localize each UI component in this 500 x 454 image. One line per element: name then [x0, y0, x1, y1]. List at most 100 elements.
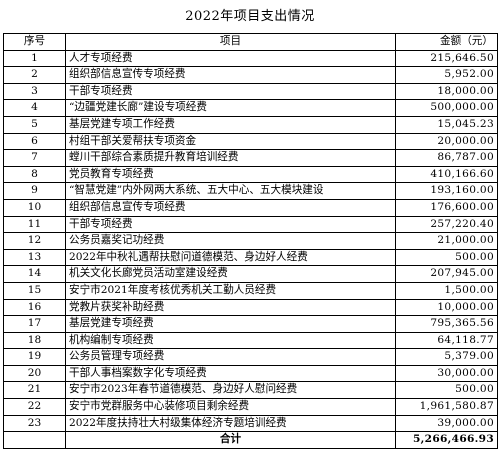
table-row: 4 “边疆党建长廊”建设专项经费 500,000.00: [3, 99, 498, 117]
total-label: 合计: [65, 431, 396, 449]
row-amount: 21,000.00: [395, 232, 498, 250]
table-row: 7 螳川干部综合素质提升教育培训经费 86,787.00: [3, 149, 498, 167]
row-amount: 1,500.00: [395, 281, 498, 300]
row-seq: 3: [3, 82, 66, 101]
row-seq: 9: [3, 182, 66, 200]
row-seq: 5: [3, 115, 66, 134]
row-item: 公务员嘉奖记功经费: [65, 232, 396, 250]
row-amount: 500,000.00: [395, 99, 498, 117]
row-item: 机关文化长廊党员活动室建设经费: [65, 265, 396, 283]
row-amount: 64,118.77: [395, 331, 498, 350]
row-amount: 500.00: [395, 248, 498, 267]
table-row: 22 安宁市党群服务中心装修项目剩余经费 1,961,580.87: [3, 398, 498, 416]
table-row: 2 组织部信息宣传专项经费 5,952.00: [3, 66, 498, 84]
table-row: 17 基层党建专项经费 795,365.56: [3, 315, 498, 333]
total-amount: 5,266,466.93: [395, 431, 498, 449]
row-item: 2022年中秋礼遇帮扶慰问道德模范、身边好人经费: [65, 248, 396, 267]
table-row: 5 基层党建专项工作经费 15,045.23: [3, 115, 498, 134]
table-row: 13 2022年中秋礼遇帮扶慰问道德模范、身边好人经费 500.00: [3, 248, 498, 267]
sheet-title: 2022年项目支出情况: [185, 9, 315, 24]
row-item: 组织部信息宣传专项经费: [65, 198, 396, 217]
row-seq: 20: [3, 364, 66, 383]
row-item: 2022年度扶持壮大村级集体经济专题培训经费: [65, 414, 396, 433]
row-amount: 1,961,580.87: [395, 398, 498, 416]
table-row: 20 干部人事档案数字化专项经费 30,000.00: [3, 364, 498, 383]
row-seq: 17: [3, 315, 66, 333]
row-amount: 15,045.23: [395, 115, 498, 134]
row-item: 基层党建专项工作经费: [65, 115, 396, 134]
table-header-row: 序号 项目 金额（元）: [3, 33, 498, 51]
row-seq: 21: [3, 381, 66, 400]
row-seq: 19: [3, 348, 66, 366]
total-row: 合计 5,266,466.93: [3, 431, 498, 449]
row-amount: 10,000.00: [395, 298, 498, 317]
row-item: 组织部信息宣传专项经费: [65, 66, 396, 84]
row-seq: 23: [3, 414, 66, 433]
row-amount: 5,952.00: [395, 66, 498, 84]
row-item: 干部专项经费: [65, 215, 396, 234]
header-seq: 序号: [3, 33, 66, 51]
row-amount: 30,000.00: [395, 364, 498, 383]
row-amount: 257,220.40: [395, 215, 498, 234]
header-amount: 金额（元）: [395, 33, 498, 51]
header-item: 项目: [65, 33, 396, 51]
row-seq: 2: [3, 66, 66, 84]
row-item: 机构编制专项经费: [65, 331, 396, 350]
row-amount: 193,160.00: [395, 182, 498, 200]
row-item: 党员教育专项经费: [65, 165, 396, 184]
table-row: 21 安宁市2023年春节道德模范、身边好人慰问经费 500.00: [3, 381, 498, 400]
row-seq: 1: [3, 49, 66, 68]
row-item: “边疆党建长廊”建设专项经费: [65, 99, 396, 117]
row-item: 螳川干部综合素质提升教育培训经费: [65, 149, 396, 167]
table-row: 14 机关文化长廊党员活动室建设经费 207,945.00: [3, 265, 498, 283]
table-row: 8 党员教育专项经费 410,166.60: [3, 165, 498, 184]
row-item: 安宁市2021年度考核优秀机关工勤人员经费: [65, 281, 396, 300]
row-seq: 18: [3, 331, 66, 350]
row-seq: 22: [3, 398, 66, 416]
table-row: 11 干部专项经费 257,220.40: [3, 215, 498, 234]
row-amount: 20,000.00: [395, 132, 498, 151]
expense-table: 序号 项目 金额（元） 1 人才专项经费 215,646.50 2 组织部信息宣传专项经…: [3, 33, 498, 449]
row-item: 干部人事档案数字化专项经费: [65, 364, 396, 383]
row-item: 干部专项经费: [65, 82, 396, 101]
table-row: 16 党教片获奖补助经费 10,000.00: [3, 298, 498, 317]
total-seq-cell: [3, 431, 66, 449]
row-amount: 86,787.00: [395, 149, 498, 167]
row-seq: 14: [3, 265, 66, 283]
row-item: 公务员管理专项经费: [65, 348, 396, 366]
row-item: 人才专项经费: [65, 49, 396, 68]
table-row: 15 安宁市2021年度考核优秀机关工勤人员经费 1,500.00: [3, 281, 498, 300]
table-row: 6 村组干部关爱帮扶专项资金 20,000.00: [3, 132, 498, 151]
row-amount: 500.00: [395, 381, 498, 400]
row-seq: 16: [3, 298, 66, 317]
row-amount: 215,646.50: [395, 49, 498, 68]
row-seq: 6: [3, 132, 66, 151]
row-item: 安宁市党群服务中心装修项目剩余经费: [65, 398, 396, 416]
row-seq: 12: [3, 232, 66, 250]
row-amount: 410,166.60: [395, 165, 498, 184]
row-amount: 5,379.00: [395, 348, 498, 366]
row-seq: 10: [3, 198, 66, 217]
expense-sheet: 2022年项目支出情况 序号 项目 金额（元） 1 人才专项经费 215,646.5…: [3, 3, 498, 452]
row-item: 村组干部关爱帮扶专项资金: [65, 132, 396, 151]
table-row: 23 2022年度扶持壮大村级集体经济专题培训经费 39,000.00: [3, 414, 498, 433]
row-amount: 795,365.56: [395, 315, 498, 333]
table-row: 9 “智慧党建”内外网两大系统、五大中心、五大模块建设 193,160.00: [3, 182, 498, 200]
table-row: 1 人才专项经费 215,646.50: [3, 49, 498, 68]
row-item: 基层党建专项经费: [65, 315, 396, 333]
row-seq: 7: [3, 149, 66, 167]
row-amount: 18,000.00: [395, 82, 498, 101]
row-item: “智慧党建”内外网两大系统、五大中心、五大模块建设: [65, 182, 396, 200]
table-row: 12 公务员嘉奖记功经费 21,000.00: [3, 232, 498, 250]
table-row: 10 组织部信息宣传专项经费 176,600.00: [3, 198, 498, 217]
row-seq: 4: [3, 99, 66, 117]
row-seq: 13: [3, 248, 66, 267]
row-item: 安宁市2023年春节道德模范、身边好人慰问经费: [65, 381, 396, 400]
row-seq: 11: [3, 215, 66, 234]
row-amount: 207,945.00: [395, 265, 498, 283]
row-item: 党教片获奖补助经费: [65, 298, 396, 317]
row-amount: 39,000.00: [395, 414, 498, 433]
row-seq: 8: [3, 165, 66, 184]
table-row: 19 公务员管理专项经费 5,379.00: [3, 348, 498, 366]
table-row: 18 机构编制专项经费 64,118.77: [3, 331, 498, 350]
